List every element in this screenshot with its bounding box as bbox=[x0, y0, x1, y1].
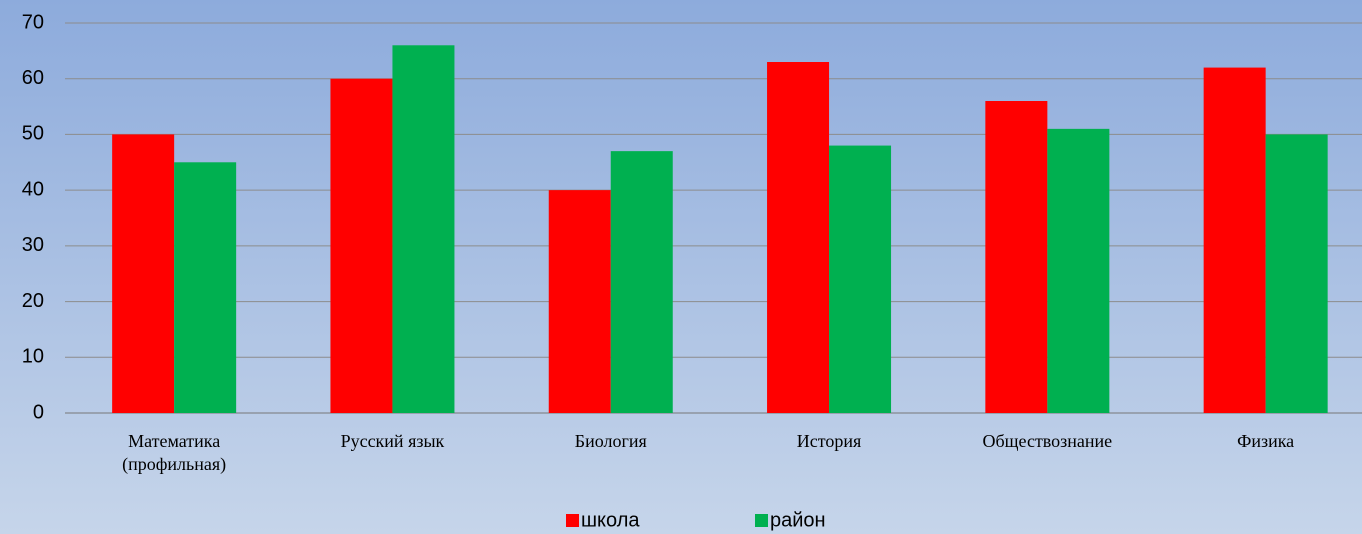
y-tick-label: 70 bbox=[22, 11, 44, 33]
legend-swatch bbox=[755, 514, 768, 527]
y-tick-label: 60 bbox=[22, 67, 44, 89]
bar bbox=[112, 134, 175, 413]
y-tick-label: 0 bbox=[33, 401, 44, 423]
bar bbox=[767, 62, 830, 413]
y-tick-label: 10 bbox=[22, 346, 44, 368]
x-tick-label: Обществознание bbox=[982, 431, 1113, 451]
bar bbox=[829, 145, 892, 414]
bar bbox=[610, 151, 673, 413]
legend-label: школа bbox=[581, 509, 640, 531]
bar bbox=[985, 101, 1048, 413]
x-tick-label: Биология bbox=[574, 431, 647, 451]
x-tick-label: Физика bbox=[1237, 431, 1295, 451]
legend-label: район bbox=[770, 509, 826, 531]
bar bbox=[1047, 128, 1110, 413]
y-tick-label: 40 bbox=[22, 178, 44, 200]
bar bbox=[392, 45, 455, 414]
y-tick-label: 50 bbox=[22, 123, 44, 145]
x-tick-label: Русский язык bbox=[340, 431, 445, 451]
bar bbox=[548, 190, 611, 413]
x-tick-label: История bbox=[796, 431, 862, 451]
bar bbox=[1265, 134, 1328, 413]
x-tick-label: Математика (профильная) bbox=[122, 431, 227, 474]
bar bbox=[1203, 67, 1266, 414]
y-tick-label: 20 bbox=[22, 290, 44, 312]
bar bbox=[330, 78, 393, 413]
bar bbox=[174, 162, 237, 413]
legend-swatch bbox=[566, 514, 579, 527]
y-tick-label: 30 bbox=[22, 234, 44, 256]
